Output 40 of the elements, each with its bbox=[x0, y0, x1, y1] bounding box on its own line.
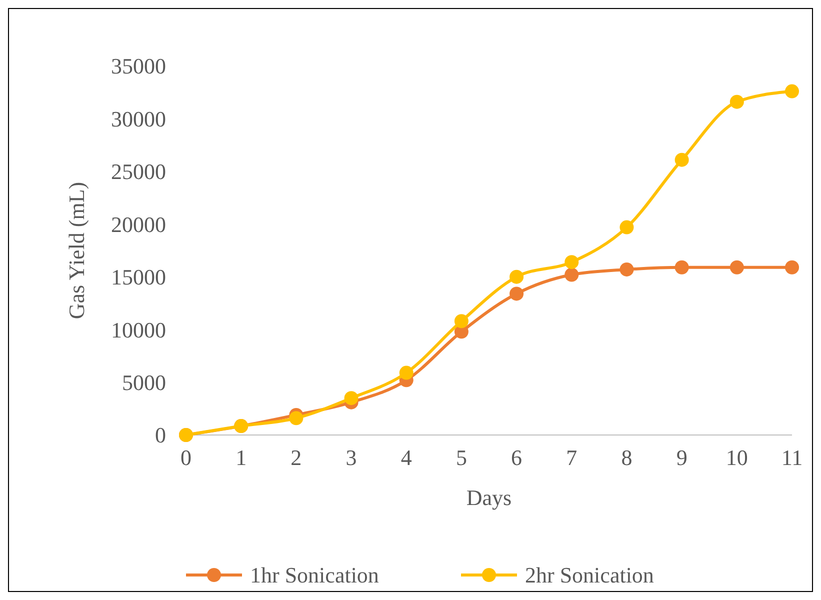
x-tick-label: 0 bbox=[180, 445, 192, 470]
point bbox=[674, 260, 689, 274]
x-tick-label: 10 bbox=[726, 445, 748, 470]
point bbox=[289, 411, 304, 426]
x-tick-label: 2 bbox=[290, 445, 302, 470]
y-tick-label: 10000 bbox=[111, 317, 166, 342]
x-tick-label: 9 bbox=[676, 445, 688, 470]
y-tick-label: 25000 bbox=[111, 159, 166, 184]
x-tick-label: 5 bbox=[456, 445, 467, 470]
point bbox=[620, 262, 634, 276]
y-tick-label: 0 bbox=[155, 422, 166, 448]
y-tick-label: 5000 bbox=[122, 370, 166, 395]
point bbox=[674, 152, 689, 167]
x-tick-label: 4 bbox=[400, 445, 412, 470]
point bbox=[785, 260, 799, 274]
point bbox=[510, 286, 524, 301]
y-tick-label: 20000 bbox=[111, 212, 166, 237]
x-tick-label: 1 bbox=[236, 445, 247, 470]
x-tick-label: 8 bbox=[621, 445, 632, 470]
point bbox=[620, 220, 634, 234]
point bbox=[564, 255, 579, 270]
point bbox=[564, 268, 579, 282]
y-tick-label: 30000 bbox=[111, 106, 166, 132]
point bbox=[785, 84, 799, 98]
x-tick-label: 3 bbox=[346, 445, 357, 470]
point bbox=[399, 366, 414, 380]
point bbox=[730, 260, 744, 274]
y-tick-label: 35000 bbox=[111, 54, 166, 79]
x-tick-label: 7 bbox=[566, 445, 578, 470]
x-tick-label: 6 bbox=[511, 445, 522, 470]
point bbox=[344, 391, 358, 406]
point bbox=[454, 314, 468, 328]
x-axis-title: Days bbox=[466, 485, 512, 510]
y-tick-label: 15000 bbox=[111, 264, 166, 290]
legend-label: 1hr Sonication bbox=[250, 562, 379, 588]
x-tick-label: 11 bbox=[781, 445, 803, 470]
legend-label: 2hr Sonication bbox=[525, 562, 654, 588]
y-axis-title: Gas Yield (mL) bbox=[64, 182, 89, 320]
point bbox=[730, 94, 744, 109]
point bbox=[510, 270, 524, 284]
